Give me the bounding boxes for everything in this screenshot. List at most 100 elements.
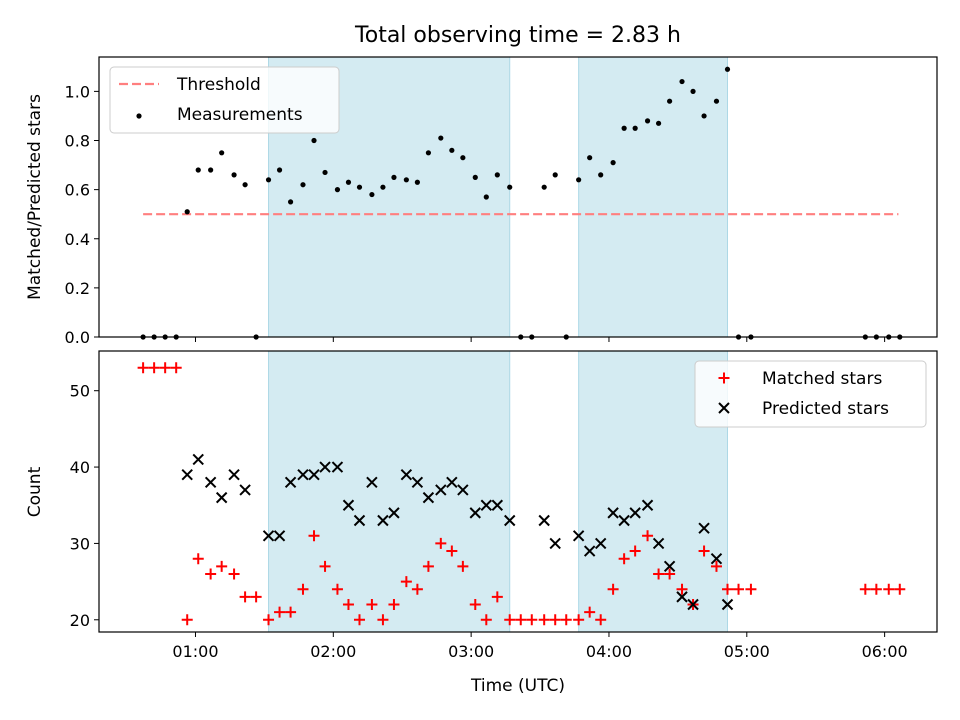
matched-star-point xyxy=(894,583,906,595)
predicted-star-point xyxy=(204,476,217,489)
predicted-star-point xyxy=(192,453,204,466)
y-tick-label: 0.4 xyxy=(65,230,90,249)
x-axis-label: Time (UTC) xyxy=(470,676,565,696)
measurement-point xyxy=(494,172,500,178)
predicted-star-point xyxy=(710,552,723,565)
legend-matched-swatch xyxy=(718,372,730,384)
matched-star-point xyxy=(297,583,309,595)
y-tick-label: 30 xyxy=(70,534,90,553)
measurement-point xyxy=(690,88,696,94)
predicted-star-point xyxy=(572,530,585,542)
measurement-point xyxy=(713,98,720,104)
predicted-star-point xyxy=(538,514,550,527)
legend-label: Predicted stars xyxy=(762,399,889,419)
measurement-point xyxy=(552,172,558,178)
measurement-point xyxy=(300,182,306,188)
measurement-point xyxy=(655,120,662,126)
measurement-point xyxy=(644,118,651,124)
matched-star-point xyxy=(388,599,400,611)
predicted-star-point xyxy=(629,507,641,519)
matched-star-point xyxy=(411,583,423,595)
y-tick-label: 40 xyxy=(70,458,90,477)
matched-star-point xyxy=(480,614,492,626)
measurement-point xyxy=(380,184,386,190)
matched-star-point xyxy=(560,614,572,626)
matched-star-point xyxy=(192,553,204,565)
predicted-star-point xyxy=(422,491,435,504)
predicted-star-point xyxy=(652,537,665,550)
predicted-star-point xyxy=(353,514,366,527)
measurement-point xyxy=(483,194,489,200)
measurement-point xyxy=(679,78,685,85)
measurement-point xyxy=(724,66,731,72)
predicted-star-point xyxy=(618,514,630,527)
legend-box xyxy=(694,360,927,428)
measurement-point xyxy=(507,184,513,190)
matched-star-point xyxy=(584,606,596,618)
measurement-point xyxy=(472,174,478,180)
matched-star-point xyxy=(228,568,240,580)
measurement-point xyxy=(667,98,673,104)
measurement-point xyxy=(541,184,547,190)
matched-star-point xyxy=(285,606,297,618)
measurement-point xyxy=(208,167,214,173)
measurement-point xyxy=(414,179,420,185)
y-tick-label: 0.2 xyxy=(65,279,90,298)
predicted-star-point xyxy=(457,484,469,496)
predicted-star-point xyxy=(594,537,607,550)
matched-star-point xyxy=(607,583,619,595)
legend-measurement-swatch xyxy=(136,113,142,119)
predicted-star-point xyxy=(215,491,228,504)
measurement-point xyxy=(438,135,444,141)
matched-star-point xyxy=(148,362,160,374)
matched-star-point xyxy=(308,530,320,542)
predicted-star-point xyxy=(297,468,309,481)
matched-star-point xyxy=(653,568,665,580)
matched-star-point xyxy=(642,530,654,542)
predicted-star-point xyxy=(388,507,400,519)
matched-star-point xyxy=(457,560,469,572)
matched-star-point xyxy=(239,591,251,603)
measurement-point xyxy=(219,150,225,156)
measurement-point xyxy=(425,150,432,156)
matched-star-point xyxy=(676,583,688,595)
predicted-star-point xyxy=(491,499,504,511)
predicted-star-point xyxy=(319,461,331,473)
measurement-point xyxy=(265,177,272,183)
bottom-panel: 01:00 02:00 03:00 04:00 05:00 06:00 20 30 40 50 Ma… xyxy=(70,350,938,661)
matched-star-point xyxy=(435,537,447,549)
matched-star-point xyxy=(870,583,882,595)
matched-star-point xyxy=(526,614,538,626)
predicted-star-point xyxy=(262,530,275,542)
measurement-point xyxy=(576,177,582,183)
predicted-star-point xyxy=(181,468,193,481)
matched-star-point xyxy=(331,583,343,595)
matched-star-point xyxy=(515,614,527,626)
measurement-point xyxy=(334,187,341,193)
predicted-star-point xyxy=(284,476,297,489)
measurement-point xyxy=(621,125,627,131)
measurement-point xyxy=(231,172,237,178)
legend-label: Matched stars xyxy=(762,369,882,389)
matched-star-point xyxy=(549,614,561,626)
matched-star-point xyxy=(745,583,757,595)
x-tick-label: 02:00 xyxy=(310,642,356,661)
measurement-point xyxy=(701,113,707,119)
matched-star-point xyxy=(538,614,550,626)
observing-interval xyxy=(268,350,511,633)
matched-star-point xyxy=(859,583,871,595)
predicted-star-point xyxy=(469,507,481,519)
predicted-star-point xyxy=(377,514,389,527)
predicted-star-point xyxy=(435,484,447,496)
predicted-star-point xyxy=(687,598,699,611)
predicted-star-point xyxy=(504,514,516,527)
y-tick-label: 0.6 xyxy=(65,181,90,200)
top-y-axis-label: Matched/Predicted stars xyxy=(25,94,45,300)
matched-star-point xyxy=(137,362,149,374)
measurement-point xyxy=(449,147,455,153)
y-tick-label: 50 xyxy=(70,382,90,401)
y-tick-label: 1.0 xyxy=(65,82,90,101)
measurement-point xyxy=(356,184,363,190)
x-tick-label: 06:00 xyxy=(862,642,908,661)
predicted-star-point xyxy=(721,598,734,611)
